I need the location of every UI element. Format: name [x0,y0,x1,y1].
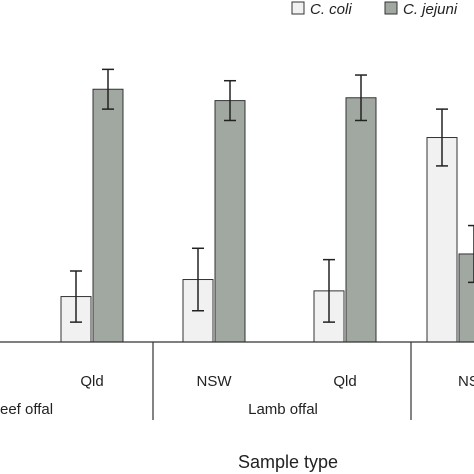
tick-label: NS [458,373,474,390]
error-bar [468,224,474,284]
bar-c-jejuni [345,97,377,343]
bar-c-jejuni [92,88,124,343]
bar-c-jejuni [458,253,474,343]
error-bars-layer [70,68,474,323]
group-label: eef offal [0,401,53,418]
legend-label-c-coli: C. coli [310,1,352,18]
error-bar [355,74,367,122]
legend-label-c-jejuni: C. jejuni [403,1,458,18]
bar-c-jejuni [214,100,246,343]
legend: C. coli C. jejuni [291,1,458,18]
error-bar [224,79,236,122]
error-bar [192,247,204,312]
tick-label: Qld [333,373,356,390]
error-bar [70,270,82,323]
legend-swatch-c-jejuni [384,1,398,15]
tick-label: Qld [80,373,103,390]
error-bar [102,68,114,110]
tick-label: NSW [197,373,233,390]
bar-c-coli [426,137,458,343]
x-axis-title: Sample type [238,452,338,472]
error-bar [436,108,448,167]
bars-layer [60,88,474,343]
legend-swatch-c-coli [291,1,305,15]
group-label: Lamb offal [248,401,318,418]
error-bar [323,258,335,323]
